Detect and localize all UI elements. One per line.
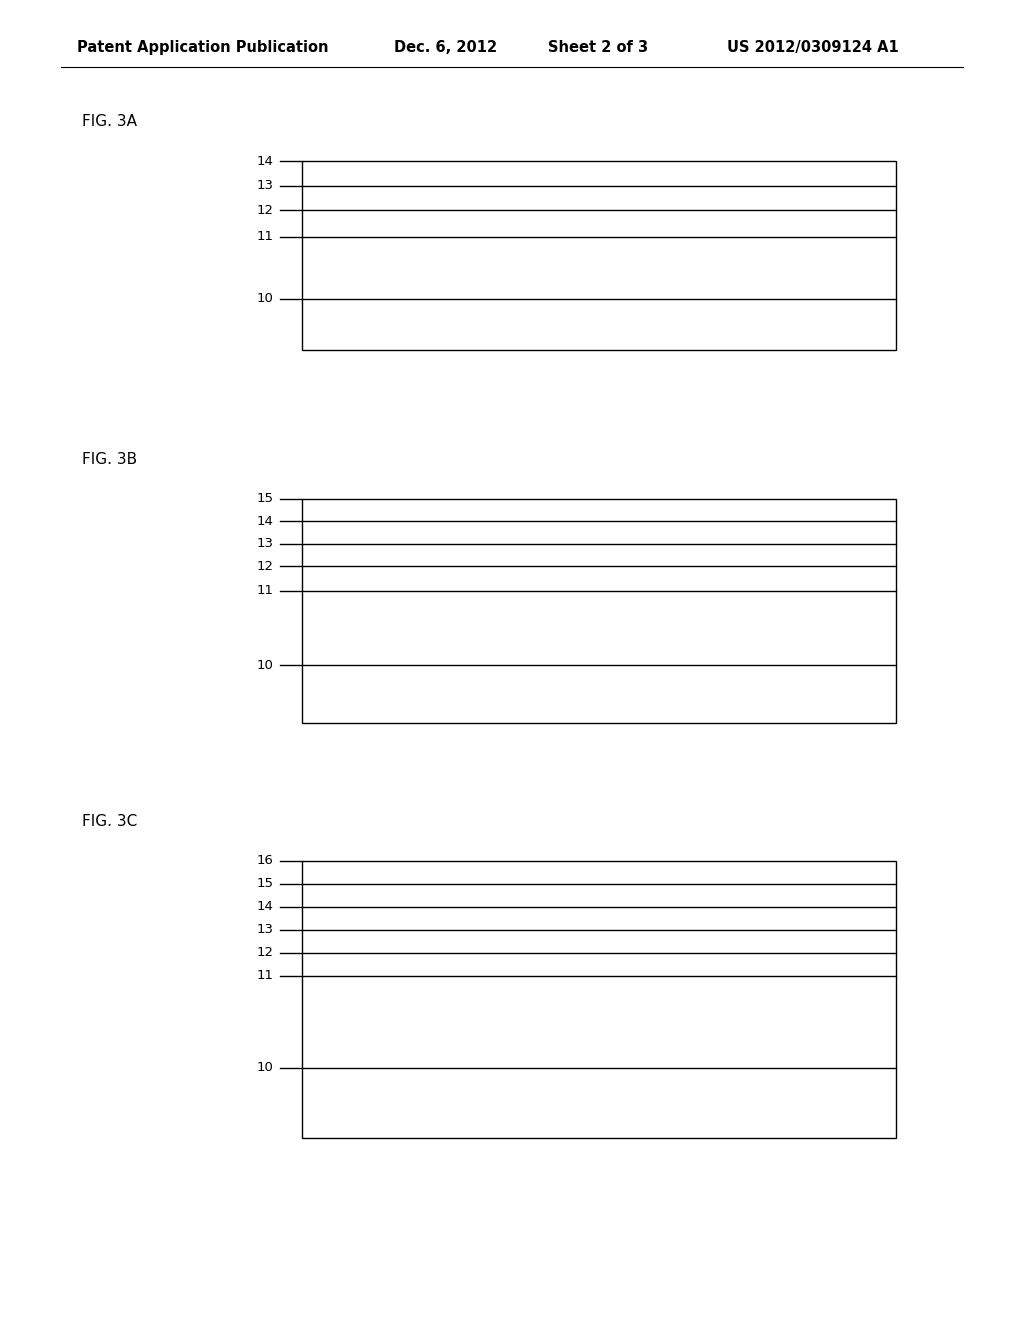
Text: Dec. 6, 2012: Dec. 6, 2012 [394,40,498,55]
Text: 12: 12 [256,203,273,216]
Text: Sheet 2 of 3: Sheet 2 of 3 [548,40,648,55]
Text: 11: 11 [256,585,273,598]
Text: 14: 14 [257,154,273,168]
Text: 11: 11 [256,969,273,982]
Text: US 2012/0309124 A1: US 2012/0309124 A1 [727,40,899,55]
Bar [302,861,896,1138]
Text: 14: 14 [257,900,273,913]
Bar [302,499,896,723]
Text: Patent Application Publication: Patent Application Publication [77,40,329,55]
Text: 10: 10 [257,292,273,305]
Text: 10: 10 [257,659,273,672]
Text: 14: 14 [257,515,273,528]
Text: 10: 10 [257,1061,273,1074]
Text: FIG. 3B: FIG. 3B [82,451,137,467]
Text: 11: 11 [256,230,273,243]
Text: 16: 16 [257,854,273,867]
Text: 13: 13 [256,923,273,936]
Text: FIG. 3C: FIG. 3C [82,813,137,829]
Text: 13: 13 [256,180,273,193]
Text: 15: 15 [256,878,273,890]
Text: 12: 12 [256,946,273,960]
Text: FIG. 3A: FIG. 3A [82,114,137,129]
Text: 15: 15 [256,492,273,506]
Text: 12: 12 [256,560,273,573]
Bar [302,161,896,350]
Text: 13: 13 [256,537,273,550]
